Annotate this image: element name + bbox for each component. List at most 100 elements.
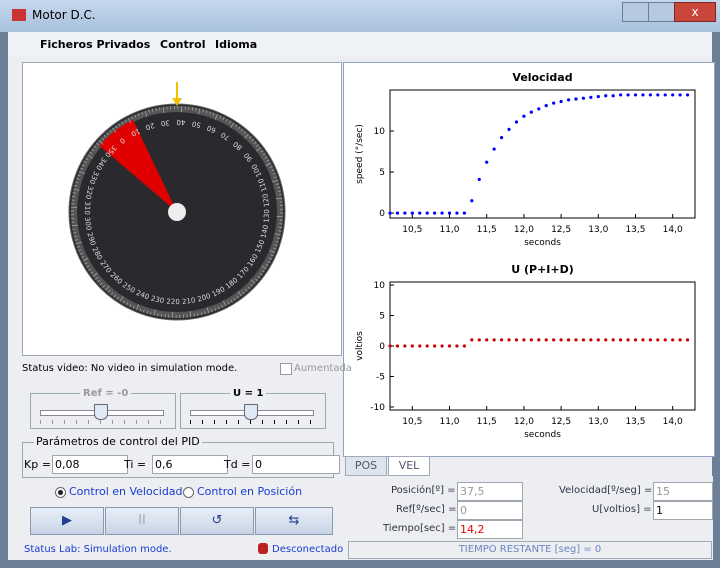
dial-tick — [272, 172, 276, 175]
dial-rim — [71, 106, 283, 318]
x-tick-label: 11,0 — [439, 417, 459, 427]
text-field[interactable]: 15 — [653, 482, 713, 501]
status-video: Status video: No video in simulation mod… — [22, 363, 238, 374]
data-point — [499, 135, 504, 140]
dial-tick — [146, 310, 149, 314]
control-button[interactable]: ▶ — [30, 507, 104, 535]
text-field[interactable]: 1 — [653, 501, 713, 520]
dial-tick — [80, 167, 84, 170]
dial-label: 30 — [160, 118, 170, 127]
dial-tick — [272, 179, 279, 183]
menu-item[interactable]: Control — [160, 38, 206, 51]
text-field[interactable]: 0,6 — [152, 455, 228, 474]
close-button[interactable]: x — [674, 2, 716, 22]
dial-tick — [129, 304, 132, 307]
dial-tick — [73, 188, 80, 191]
dial-tick — [276, 197, 283, 200]
dial-tick — [273, 176, 278, 178]
slider-tick — [100, 420, 101, 424]
data-point — [403, 211, 407, 215]
data-point — [529, 338, 533, 342]
dial-tick — [118, 123, 121, 127]
text-field[interactable]: 0 — [252, 455, 340, 474]
reference-sector — [99, 119, 177, 212]
menu-bar — [8, 32, 712, 56]
dial-tick — [269, 249, 276, 253]
dial-tick — [257, 275, 261, 279]
x-axis-label: seconds — [524, 430, 561, 440]
dial-tick — [76, 178, 80, 180]
slider-tick — [160, 420, 161, 424]
dial-tick — [81, 256, 85, 258]
menu-item[interactable]: Idioma — [215, 38, 258, 51]
control-button[interactable]: ↺ — [180, 507, 254, 535]
data-point — [663, 93, 667, 97]
slider-tick — [262, 420, 263, 424]
dial-tick — [227, 301, 230, 305]
dial-tick — [266, 159, 270, 162]
dial-tick — [82, 257, 89, 262]
radio[interactable] — [183, 487, 194, 498]
checkbox-label: Aumentada — [294, 363, 352, 374]
text-field[interactable]: 37,5 — [457, 482, 523, 501]
data-point — [566, 98, 571, 102]
data-point — [671, 93, 675, 97]
text-field[interactable]: 0,08 — [52, 455, 128, 474]
slider-tick — [298, 420, 299, 424]
data-point — [418, 344, 422, 348]
slider-tick — [310, 420, 311, 424]
checkbox[interactable] — [280, 363, 292, 375]
dial-tick — [195, 107, 197, 111]
dial-tick — [74, 239, 78, 241]
control-button[interactable]: II — [105, 507, 179, 535]
data-point — [648, 93, 652, 97]
dial-tick — [212, 112, 215, 116]
dial-tick — [277, 186, 281, 189]
slider-thumb[interactable] — [244, 404, 258, 420]
tab[interactable]: POS — [345, 456, 387, 476]
dial-tick — [127, 117, 132, 124]
y-tick-label: 5 — [379, 312, 385, 322]
menu-item[interactable]: Ficheros Privados — [40, 38, 151, 51]
text-field[interactable]: 14,2 — [457, 520, 523, 539]
dial-tick — [197, 312, 199, 316]
y-tick-label: 10 — [374, 281, 386, 291]
dial-tick — [198, 108, 201, 115]
control-button[interactable]: ⇆ — [255, 507, 333, 535]
dial-tick — [76, 246, 81, 248]
x-tick-label: 14,0 — [663, 417, 683, 427]
dial-label: 200 — [196, 292, 211, 304]
slider-thumb[interactable] — [94, 404, 108, 420]
y-tick-label: -5 — [376, 372, 385, 382]
dial-tick — [105, 285, 110, 291]
data-point — [641, 93, 645, 97]
dial-tick — [72, 192, 76, 194]
data-point — [440, 211, 444, 215]
slider-tick — [148, 420, 149, 424]
field-label: Ti = — [124, 458, 147, 471]
data-point — [507, 338, 511, 342]
data-point — [544, 103, 548, 108]
dial-tick — [253, 141, 257, 144]
slider-tick — [238, 420, 239, 424]
slider-tick — [76, 420, 77, 424]
slider-tick — [40, 420, 41, 424]
y-axis-label: voltios — [355, 331, 365, 361]
data-point — [537, 107, 541, 111]
data-point — [485, 338, 489, 342]
data-point — [656, 93, 660, 97]
dial-tick — [278, 230, 282, 232]
tab[interactable]: VEL — [388, 456, 430, 476]
text-field[interactable]: 0 — [457, 501, 523, 520]
dial-label: 70 — [219, 130, 231, 142]
dial-tick — [112, 127, 117, 133]
radio[interactable] — [55, 487, 66, 498]
dial-tick — [262, 153, 266, 156]
data-point — [455, 211, 459, 215]
dial-tick — [87, 154, 93, 159]
dial-tick — [209, 111, 211, 115]
dial-tick — [233, 297, 236, 301]
title-bar: Motor D.C. x — [0, 0, 720, 32]
connection-status: Desconectado — [272, 544, 344, 555]
data-point — [529, 110, 533, 114]
